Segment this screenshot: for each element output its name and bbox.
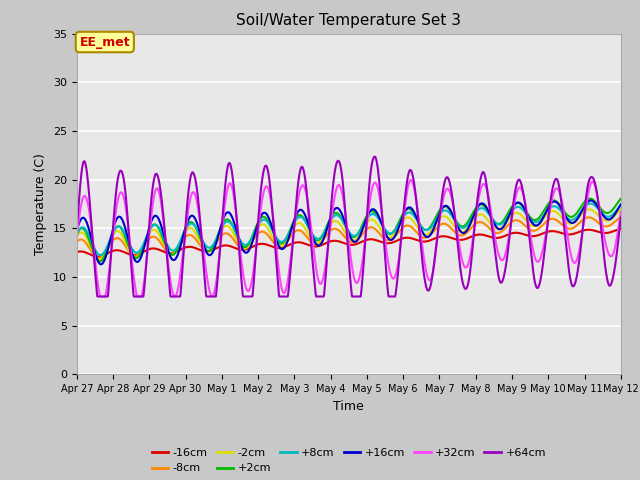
Title: Soil/Water Temperature Set 3: Soil/Water Temperature Set 3 (236, 13, 461, 28)
Y-axis label: Temperature (C): Temperature (C) (35, 153, 47, 255)
Text: EE_met: EE_met (79, 36, 130, 48)
Legend: -16cm, -8cm, -2cm, +2cm, +8cm, +16cm, +32cm, +64cm: -16cm, -8cm, -2cm, +2cm, +8cm, +16cm, +3… (147, 444, 550, 478)
X-axis label: Time: Time (333, 400, 364, 413)
